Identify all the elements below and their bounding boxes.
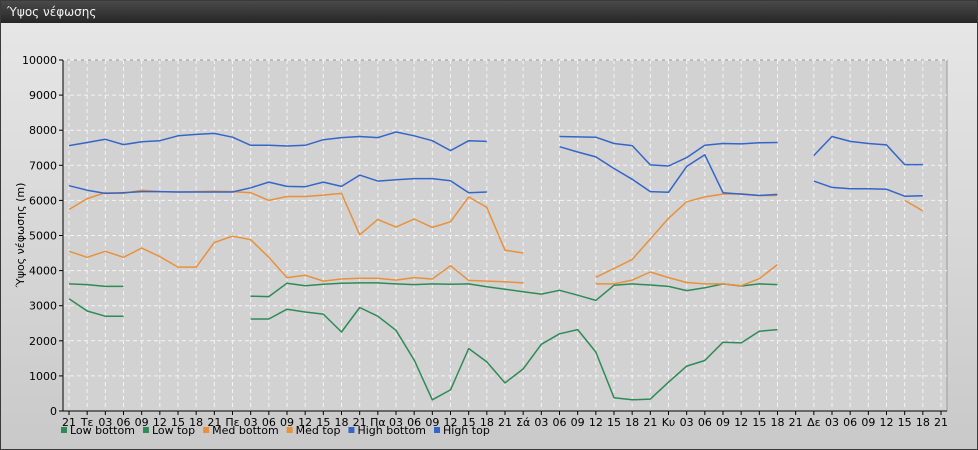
x-tick-label: 21 bbox=[643, 416, 657, 429]
legend-label-high-bottom: High bottom bbox=[357, 424, 426, 437]
x-tick-label: 21 bbox=[353, 416, 367, 429]
y-tick-label: 5000 bbox=[29, 230, 57, 243]
legend-swatch-med-top bbox=[286, 427, 293, 433]
legend-swatch-low-top bbox=[142, 427, 149, 433]
x-tick-label: 09 bbox=[135, 416, 149, 429]
cloud-height-chart: 0 1000 2000 3000 4000 5000 6000 7000 8000 9000 100… bbox=[1, 23, 977, 449]
x-tick-label: 12 bbox=[734, 416, 748, 429]
window-title: Ύψος νέφωσης bbox=[1, 1, 977, 23]
x-tick-label: 09 bbox=[861, 416, 875, 429]
x-tick-label: 06 bbox=[698, 416, 712, 429]
y-tick-label: 10000 bbox=[22, 54, 57, 67]
legend: Low bottom Low top Med bottom Med top High b… bbox=[61, 424, 490, 437]
x-tick-label: 06 bbox=[407, 416, 421, 429]
x-tick-label: 18 bbox=[480, 416, 494, 429]
x-tick-label: 09 bbox=[280, 416, 294, 429]
x-tick-label: 09 bbox=[571, 416, 585, 429]
x-tick-label: 06 bbox=[843, 416, 857, 429]
x-tick-label: 15 bbox=[171, 416, 185, 429]
x-tick-label: 12 bbox=[880, 416, 894, 429]
y-tick-label: 7000 bbox=[29, 159, 57, 172]
x-tick-label: 18 bbox=[916, 416, 930, 429]
legend-swatch-high-bottom bbox=[348, 427, 355, 433]
y-axis-label: Ύψος νέφωσης (m) bbox=[14, 183, 27, 289]
x-tick-label: 03 bbox=[98, 416, 112, 429]
y-tick-label: 0 bbox=[50, 405, 57, 418]
x-tick-label: 12 bbox=[153, 416, 167, 429]
legend-label-med-bottom: Med bottom bbox=[212, 424, 279, 437]
legend-label-low-bottom: Low bottom bbox=[70, 424, 135, 437]
y-tick-label: 9000 bbox=[29, 89, 57, 102]
legend-swatch-low-bottom bbox=[61, 427, 67, 433]
grid-lines bbox=[63, 59, 947, 411]
y-tick-label: 1000 bbox=[29, 370, 57, 383]
legend-label-low-top: Low top bbox=[152, 424, 195, 437]
x-tick-label: Πε bbox=[225, 416, 239, 429]
series-line-high-bottom bbox=[68, 145, 923, 197]
x-tick-label: 21 bbox=[62, 416, 76, 429]
x-tick-label: 21 bbox=[207, 416, 221, 429]
x-tick-label: 21 bbox=[934, 416, 948, 429]
x-tick-label: 03 bbox=[244, 416, 258, 429]
x-tick-label: 15 bbox=[752, 416, 766, 429]
y-tick-label: 6000 bbox=[29, 194, 57, 207]
y-tick-label: 3000 bbox=[29, 300, 57, 313]
x-tick-label: 15 bbox=[316, 416, 330, 429]
x-tick-label: 15 bbox=[898, 416, 912, 429]
series-line-low-bottom bbox=[68, 282, 778, 302]
x-tick-label: 09 bbox=[716, 416, 730, 429]
x-tick-label: 06 bbox=[553, 416, 567, 429]
x-tick-label: 18 bbox=[625, 416, 639, 429]
y-tick-label: 2000 bbox=[29, 335, 57, 348]
x-tick-label: 18 bbox=[189, 416, 203, 429]
x-tick-label: Δε bbox=[807, 416, 821, 429]
x-tick-label: 03 bbox=[389, 416, 403, 429]
x-axis: 21 Τε 03 06 09 12 15 18 21 Πε 03 06 09 12 15 18 21 Πα 03 06… bbox=[62, 410, 948, 429]
legend-swatch-med-bottom bbox=[203, 427, 210, 433]
series-line-low-top bbox=[68, 298, 778, 401]
series-lines bbox=[68, 131, 924, 401]
x-tick-label: 09 bbox=[425, 416, 439, 429]
series-line-med-bottom bbox=[68, 235, 778, 287]
x-tick-label: 12 bbox=[298, 416, 312, 429]
x-tick-label: 03 bbox=[534, 416, 548, 429]
x-tick-label: Πα bbox=[370, 416, 386, 429]
x-tick-label: 21 bbox=[498, 416, 512, 429]
x-tick-label: 15 bbox=[607, 416, 621, 429]
legend-label-high-top: High top bbox=[443, 424, 490, 437]
y-tick-label: 8000 bbox=[29, 124, 57, 137]
x-tick-label: 12 bbox=[589, 416, 603, 429]
x-tick-label: 03 bbox=[680, 416, 694, 429]
y-tick-label: 4000 bbox=[29, 265, 57, 278]
x-tick-label: 12 bbox=[444, 416, 458, 429]
legend-swatch-high-top bbox=[434, 427, 440, 433]
x-tick-label: Κυ bbox=[662, 416, 676, 429]
x-tick-label: Σά bbox=[516, 416, 530, 429]
y-axis: 0 1000 2000 3000 4000 5000 6000 7000 8000 9000 100… bbox=[22, 54, 64, 418]
x-tick-label: Τε bbox=[80, 416, 94, 429]
x-tick-label: 15 bbox=[462, 416, 476, 429]
x-tick-label: 21 bbox=[789, 416, 803, 429]
series-line-high-top bbox=[68, 131, 923, 167]
x-tick-label: 03 bbox=[825, 416, 839, 429]
x-tick-label: 18 bbox=[771, 416, 785, 429]
x-tick-label: 06 bbox=[262, 416, 276, 429]
legend-label-med-top: Med top bbox=[296, 424, 341, 437]
x-tick-label: 06 bbox=[117, 416, 131, 429]
x-tick-label: 18 bbox=[335, 416, 349, 429]
